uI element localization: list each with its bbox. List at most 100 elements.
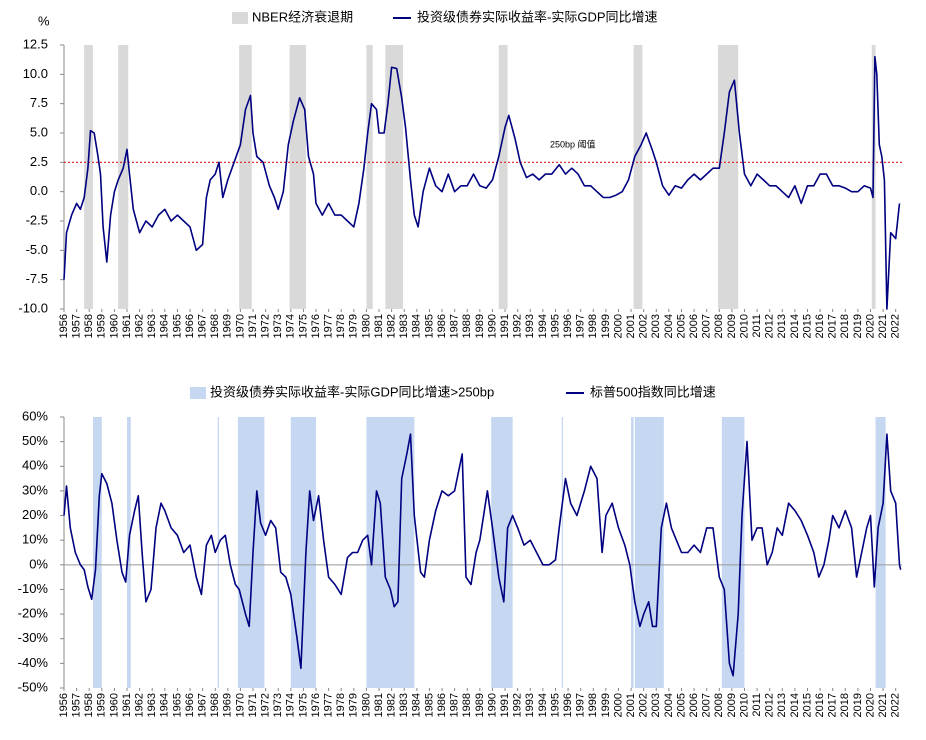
- x-tick-label: 2013: [776, 314, 788, 338]
- x-tick-label: 2005: [675, 314, 687, 338]
- threshold-label: 250bp 阈值: [550, 139, 596, 150]
- x-tick-label: 2008: [713, 693, 725, 717]
- x-tick-label: 2004: [663, 693, 675, 717]
- y-tick-label: 30%: [22, 482, 48, 497]
- x-tick-label: 1967: [197, 693, 209, 717]
- x-tick-label: 1988: [461, 693, 473, 717]
- shade-band: [366, 45, 373, 309]
- x-tick-label: 1959: [96, 314, 108, 338]
- x-tick-label: 1982: [386, 693, 398, 717]
- shade-band: [385, 45, 403, 309]
- x-tick-label: 1968: [209, 693, 221, 717]
- y-tick-label: -30%: [18, 630, 49, 645]
- x-tick-label: 1960: [108, 693, 120, 717]
- y-tick-label: 12.5: [23, 36, 48, 51]
- x-tick-label: 1987: [449, 693, 461, 717]
- x-tick-label: 2001: [625, 693, 637, 717]
- x-tick-label: 2005: [675, 693, 687, 717]
- x-tick-label: 2022: [890, 693, 902, 717]
- x-tick-label: 2002: [638, 693, 650, 717]
- x-tick-label: 2010: [738, 693, 750, 717]
- shade-band: [237, 417, 265, 688]
- x-tick-label: 2009: [726, 314, 738, 338]
- x-tick-label: 1994: [537, 314, 549, 338]
- x-tick-label: 2014: [789, 314, 801, 338]
- y-tick-label: 5.0: [30, 124, 48, 139]
- x-tick-label: 1961: [121, 693, 133, 717]
- x-tick-label: 2015: [801, 693, 813, 717]
- legend-label: 投资级债券实际收益率-实际GDP同比增速>250bp: [210, 384, 494, 399]
- legend-label: NBER经济衰退期: [252, 9, 353, 24]
- x-tick-label: 1980: [360, 693, 372, 717]
- y-tick-label: -50%: [18, 679, 49, 694]
- shade-band: [92, 417, 102, 688]
- x-tick-label: 2018: [839, 314, 851, 338]
- x-tick-label: 1983: [398, 314, 410, 338]
- x-tick-label: 1958: [83, 693, 95, 717]
- x-tick-label: 1971: [247, 693, 259, 717]
- shade-band: [718, 45, 739, 309]
- x-tick-label: 1981: [373, 693, 385, 717]
- x-tick-label: 1990: [486, 693, 498, 717]
- x-tick-label: 2007: [701, 693, 713, 717]
- x-tick-label: 1976: [310, 693, 322, 717]
- x-tick-label: 1989: [474, 693, 486, 717]
- shade-band: [290, 417, 317, 688]
- x-tick-label: 2006: [688, 314, 700, 338]
- x-tick-label: 1999: [600, 693, 612, 717]
- x-tick-label: 1956: [58, 314, 70, 338]
- x-tick-label: 1998: [587, 314, 599, 338]
- x-tick-label: 2013: [776, 693, 788, 717]
- x-tick-label: 2022: [890, 314, 902, 338]
- x-tick-label: 2017: [827, 693, 839, 717]
- legend-label: 投资级债券实际收益率-实际GDP同比增速: [417, 9, 658, 24]
- x-tick-label: 1979: [348, 693, 360, 717]
- y-tick-label: -2.5: [26, 212, 48, 227]
- x-tick-label: 1978: [335, 693, 347, 717]
- y-tick-label: -20%: [18, 606, 49, 621]
- y-tick-label: -10.0: [18, 300, 48, 315]
- x-tick-label: 1960: [108, 314, 120, 338]
- x-tick-label: 1993: [524, 314, 536, 338]
- x-tick-label: 1963: [146, 314, 158, 338]
- x-tick-label: 1973: [272, 693, 284, 717]
- x-tick-label: 1975: [297, 314, 309, 338]
- x-tick-label: 1956: [58, 693, 70, 717]
- x-tick-label: 1972: [260, 314, 272, 338]
- y-tick-label: -40%: [18, 655, 49, 670]
- x-tick-label: 1969: [222, 693, 234, 717]
- x-tick-label: 1964: [159, 693, 171, 717]
- x-tick-label: 1976: [310, 314, 322, 338]
- y-tick-label: 20%: [22, 507, 48, 522]
- x-tick-label: 1973: [272, 314, 284, 338]
- shade-band: [633, 45, 643, 309]
- x-tick-label: 1970: [234, 693, 246, 717]
- x-tick-label: 1967: [197, 314, 209, 338]
- x-tick-label: 2007: [701, 314, 713, 338]
- x-tick-label: 1972: [260, 693, 272, 717]
- x-tick-label: 2012: [764, 693, 776, 717]
- x-tick-label: 1984: [411, 314, 423, 338]
- x-tick-label: 2006: [688, 693, 700, 717]
- x-tick-label: 2016: [814, 693, 826, 717]
- x-tick-label: 2019: [852, 693, 864, 717]
- y-tick-label: 40%: [22, 458, 48, 473]
- x-tick-label: 1961: [121, 314, 133, 338]
- x-tick-label: 1985: [423, 314, 435, 338]
- x-tick-label: 1986: [436, 314, 448, 338]
- y-tick-label: 2.5: [30, 154, 48, 169]
- x-tick-label: 2009: [726, 693, 738, 717]
- x-tick-label: 1990: [486, 314, 498, 338]
- y-tick-label: 0.0: [30, 183, 48, 198]
- shade-band: [561, 417, 564, 688]
- x-tick-label: 1996: [562, 314, 574, 338]
- x-tick-label: 2015: [801, 314, 813, 338]
- x-tick-label: 1962: [134, 693, 146, 717]
- x-tick-label: 1965: [171, 314, 183, 338]
- y-tick-label: 7.5: [30, 95, 48, 110]
- shade-band: [491, 417, 513, 688]
- x-tick-label: 1982: [386, 314, 398, 338]
- x-tick-label: 1974: [285, 314, 297, 338]
- x-tick-label: 2020: [864, 314, 876, 338]
